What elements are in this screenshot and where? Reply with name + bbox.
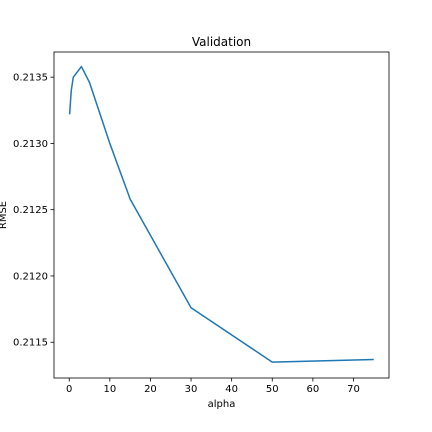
- x-tick-label: 40: [225, 384, 238, 395]
- y-tick-label: 0.2115: [13, 338, 48, 349]
- y-axis-label: RMSE: [0, 201, 9, 229]
- x-tick-label: 10: [103, 384, 116, 395]
- y-tick-label: 0.2135: [13, 73, 48, 84]
- x-tick-label: 30: [185, 384, 198, 395]
- y-tick-label: 0.2130: [13, 139, 48, 150]
- x-axis-label: alpha: [208, 399, 236, 410]
- chart-title: Validation: [192, 35, 251, 49]
- x-tick-label: 20: [144, 384, 157, 395]
- y-tick-label: 0.2125: [13, 205, 48, 216]
- x-tick-label: 0: [66, 384, 72, 395]
- y-tick-label: 0.2120: [13, 271, 48, 282]
- x-tick-label: 50: [266, 384, 279, 395]
- x-tick-label: 60: [306, 384, 319, 395]
- x-tick-label: 70: [347, 384, 360, 395]
